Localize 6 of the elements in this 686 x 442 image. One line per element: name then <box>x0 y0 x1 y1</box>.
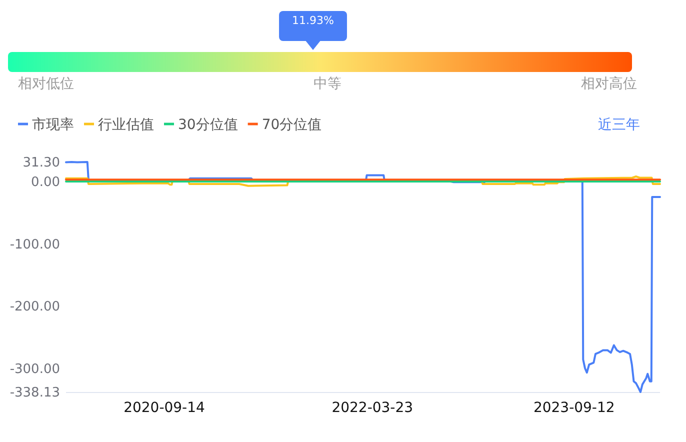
pointer-tooltip: 11.93% <box>279 11 347 50</box>
legend-label: 行业估值 <box>98 116 154 133</box>
legend-label: 30分位值 <box>178 116 238 133</box>
annotation: 近三年 <box>598 116 640 133</box>
legend-label: 市现率 <box>32 116 74 133</box>
legend-label: 70分位值 <box>262 116 322 133</box>
